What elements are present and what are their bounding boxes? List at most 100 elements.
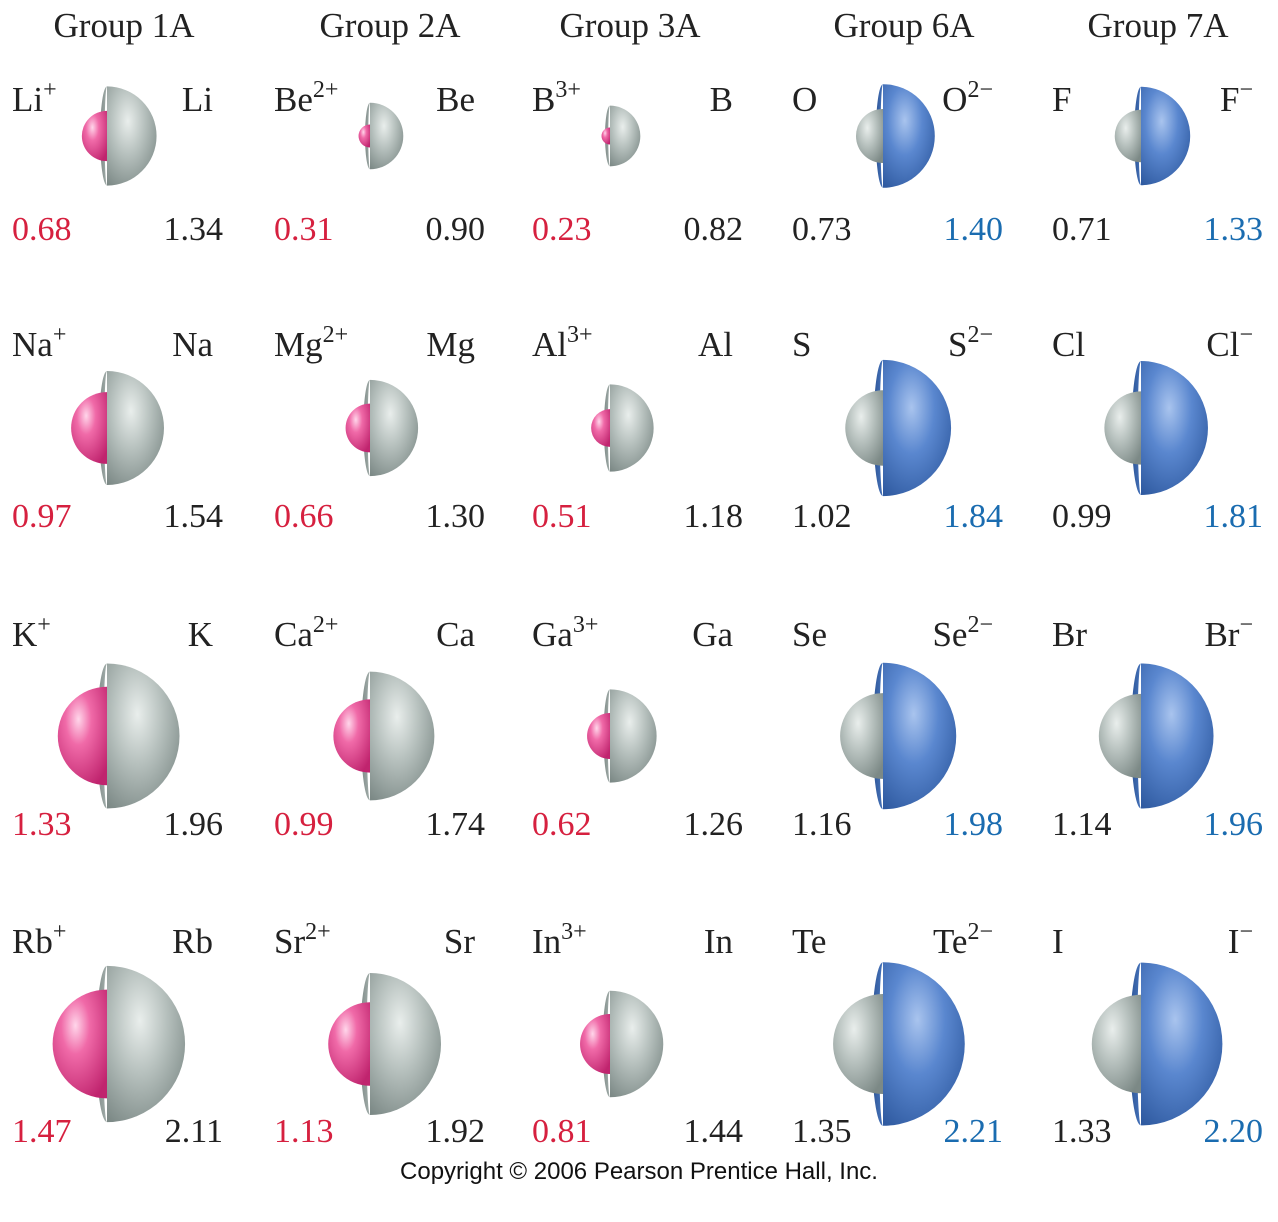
element-symbol: Se	[932, 615, 968, 654]
charge-superscript: 3+	[561, 919, 587, 945]
ion-atom-pair: Cl Cl− 0.99 1.81	[1040, 323, 1278, 625]
atom-half-sphere	[845, 390, 883, 466]
atom-radius-value: 1.14	[1052, 806, 1112, 843]
ion-label: K+	[12, 613, 51, 655]
anion-half-sphere	[1141, 361, 1208, 495]
ion-label: Na+	[12, 323, 66, 365]
element-symbol: Ca	[274, 615, 313, 654]
ion-label: Cl−	[1206, 323, 1253, 365]
ion-atom-pair: Rb+ Rb 1.47 2.11	[0, 920, 255, 1222]
atom-label: Mg	[426, 325, 475, 365]
copyright-notice: Copyright © 2006 Pearson Prentice Hall, …	[400, 1158, 878, 1185]
atom-label: Sr	[444, 922, 475, 962]
charge-superscript: 2−	[967, 77, 993, 103]
ion-radius-value: 0.23	[532, 211, 592, 248]
atom-half-sphere	[610, 105, 641, 167]
ion-label: F−	[1219, 77, 1253, 120]
radius-spheres	[1091, 962, 1223, 1126]
element-symbol: Al	[698, 325, 733, 364]
atom-label: S	[792, 325, 811, 365]
radius-spheres	[591, 384, 654, 472]
cation-half-sphere	[591, 409, 610, 447]
element-symbol: Rb	[172, 922, 213, 961]
atom-radius-value: 1.18	[683, 498, 744, 535]
cation-half-sphere	[358, 124, 370, 148]
radius-spheres	[71, 371, 164, 485]
ion-atom-pair: Mg2+ Mg 0.66 1.30	[262, 323, 517, 625]
element-symbol: In	[703, 922, 733, 961]
group-header: Group 1A	[53, 6, 195, 45]
atom-radius-value: 1.44	[683, 1113, 744, 1150]
atom-radius-value: 1.34	[163, 211, 224, 248]
atom-label: Rb	[172, 922, 213, 962]
atom-half-sphere	[610, 384, 654, 472]
atom-half-sphere	[610, 990, 664, 1098]
element-symbol: K	[12, 615, 38, 654]
charge-superscript: 2+	[312, 612, 339, 638]
element-symbol: Na	[12, 325, 53, 364]
element-symbol: Ca	[436, 615, 475, 654]
element-symbol: Cl	[1206, 325, 1240, 364]
atom-label: Cl	[1052, 325, 1085, 365]
atom-half-sphere	[1091, 994, 1141, 1094]
atom-label: Na	[172, 325, 213, 365]
atom-radius-value: 1.92	[425, 1113, 486, 1150]
group-header: Group 7A	[1087, 6, 1229, 45]
atom-radius-value: 0.90	[425, 211, 486, 248]
anion-half-sphere	[883, 84, 935, 188]
ion-label: Sr2+	[274, 920, 331, 962]
radius-spheres	[52, 965, 186, 1123]
charge-superscript: 2−	[967, 919, 993, 945]
atom-half-sphere	[370, 379, 419, 477]
radius-spheres	[840, 662, 957, 810]
ion-label: In3+	[532, 919, 587, 962]
anion-half-sphere	[883, 962, 965, 1126]
ion-radius-value: 0.81	[532, 1113, 592, 1150]
element-symbol: O	[792, 80, 818, 119]
atom-radius-value: 1.33	[1052, 1113, 1112, 1150]
ion-radius-value: 1.40	[943, 211, 1004, 248]
ion-radius-value: 1.33	[12, 806, 72, 843]
ion-radius-value: 0.31	[274, 211, 334, 248]
cation-half-sphere	[580, 1014, 610, 1074]
element-symbol: K	[187, 615, 213, 654]
element-symbol: B	[709, 80, 733, 119]
element-symbol: I	[1227, 922, 1240, 961]
radius-spheres	[845, 359, 952, 497]
atom-half-sphere	[370, 102, 404, 170]
element-symbol: Li	[12, 80, 44, 119]
ion-atom-pair: Ga3+ Ga 0.62 1.26	[520, 613, 775, 915]
element-symbol: F	[1219, 80, 1240, 119]
element-symbol: Be	[436, 80, 475, 119]
atom-half-sphere	[1114, 109, 1141, 163]
ion-label: Ga3+	[532, 613, 598, 655]
atom-label: Br	[1052, 615, 1087, 655]
atom-label: Se	[792, 615, 827, 655]
charge-superscript: −	[1239, 77, 1253, 103]
atom-half-sphere	[107, 371, 164, 485]
atom-label: F	[1052, 80, 1071, 120]
ion-label: Li+	[12, 78, 57, 120]
ion-radius-value: 1.81	[1203, 498, 1264, 535]
ion-atom-pair: Te Te2− 1.35 2.21	[780, 919, 1035, 1222]
atom-half-sphere	[855, 108, 883, 164]
ion-atom-pair: S S2− 1.02 1.84	[780, 323, 1035, 625]
ion-label: O2−	[942, 77, 993, 120]
element-symbol: S	[792, 325, 812, 364]
ion-label: Be2+	[274, 78, 338, 120]
cation-half-sphere	[81, 110, 107, 162]
ion-atom-pair: Se Se2− 1.16 1.98	[780, 613, 1035, 915]
ion-atom-pair: In3+ In 0.81 1.44	[520, 919, 775, 1222]
element-symbol: O	[942, 80, 968, 119]
atom-label: I	[1052, 922, 1064, 962]
ion-radius-value: 0.51	[532, 498, 592, 535]
atom-radius-value: 1.96	[163, 806, 224, 843]
ion-label: B3+	[532, 78, 581, 120]
group-header: Group 6A	[833, 6, 975, 45]
charge-superscript: 3+	[567, 322, 593, 348]
atom-half-sphere	[107, 86, 157, 186]
ion-label: Br−	[1204, 612, 1253, 655]
charge-superscript: −	[1239, 612, 1253, 638]
ion-label: Se2−	[932, 613, 993, 655]
